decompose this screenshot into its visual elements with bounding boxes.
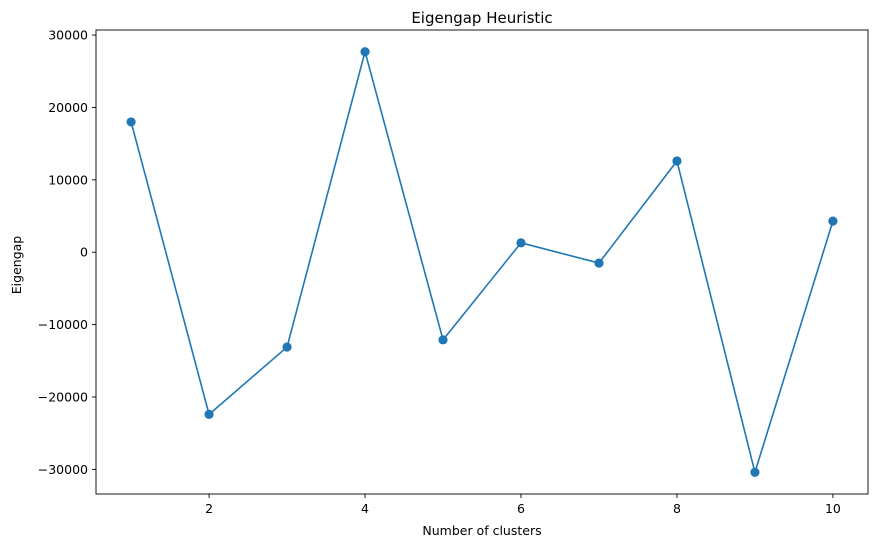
data-point xyxy=(360,47,370,57)
data-point xyxy=(594,258,604,268)
chart-title: Eigengap Heuristic xyxy=(411,9,552,27)
y-tick-label: −10000 xyxy=(38,317,88,332)
plot-frame xyxy=(95,29,869,495)
data-point xyxy=(828,216,838,226)
x-tick-label: 8 xyxy=(673,501,681,516)
y-tick-label: 30000 xyxy=(48,28,88,43)
plot-area: 2 4 6 8 10 −30000 −20000 −10000 0 10000 20000 30000 xyxy=(38,28,869,516)
data-point xyxy=(126,117,136,127)
data-point xyxy=(672,156,682,166)
x-axis-label: Number of clusters xyxy=(422,523,541,538)
x-tick-label: 2 xyxy=(205,501,213,516)
x-tick-label: 4 xyxy=(361,501,369,516)
x-tick-label: 6 xyxy=(517,501,525,516)
series-line xyxy=(130,50,834,474)
data-point xyxy=(750,467,760,477)
data-point xyxy=(204,409,214,419)
data-point xyxy=(282,342,292,352)
y-tick-label: 10000 xyxy=(48,172,88,187)
x-tick-label: 10 xyxy=(825,501,841,516)
y-tick-label: 20000 xyxy=(48,100,88,115)
y-tick-label: −20000 xyxy=(38,390,88,405)
y-axis-label: Eigengap xyxy=(9,236,24,295)
data-point xyxy=(438,335,448,345)
data-point xyxy=(516,238,526,248)
y-tick-label: −30000 xyxy=(38,462,88,477)
y-tick-label: 0 xyxy=(80,245,88,260)
